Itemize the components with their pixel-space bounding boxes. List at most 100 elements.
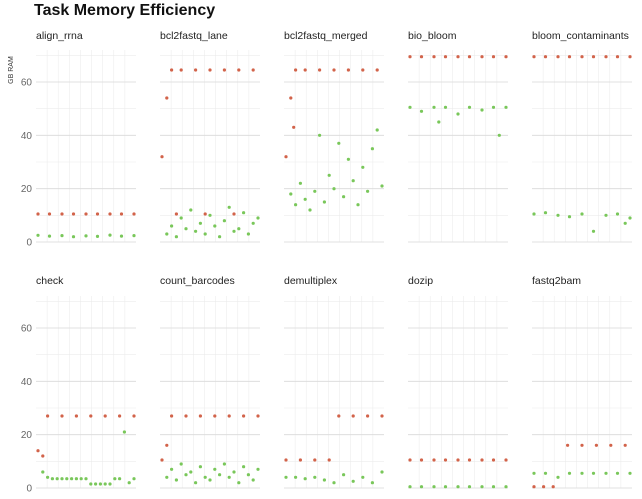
data-point-allocated [504, 55, 508, 59]
data-point-used [179, 216, 183, 220]
data-point-allocated [132, 212, 136, 216]
data-point-used [332, 481, 336, 485]
facet-panel-demultiplex: demultiplex [284, 275, 384, 489]
data-point-allocated [467, 458, 472, 462]
data-point-used [322, 200, 326, 204]
data-point-allocated [480, 55, 484, 59]
data-point-used [443, 105, 448, 109]
data-point-used [303, 477, 307, 481]
data-point-used [237, 227, 241, 231]
data-point-used [628, 471, 632, 475]
data-point-allocated [380, 414, 384, 418]
data-point-allocated [375, 68, 379, 72]
data-point-allocated [591, 55, 596, 59]
data-point-used [332, 187, 336, 191]
data-point-used [132, 477, 136, 481]
data-point-used [419, 109, 424, 113]
data-point-used [289, 192, 293, 196]
data-point-used [591, 471, 596, 475]
data-point-allocated [237, 68, 241, 72]
data-point-allocated [251, 68, 255, 72]
data-point-used [60, 477, 64, 481]
data-point-allocated [165, 443, 169, 447]
data-point-used [119, 234, 124, 238]
data-point-allocated [71, 212, 76, 216]
data-point-allocated [615, 55, 620, 59]
data-point-allocated [84, 212, 88, 216]
data-point-used [298, 181, 302, 185]
chart-title: Task Memory Efficiency [34, 2, 215, 19]
data-point-allocated [337, 414, 341, 418]
data-point-used [467, 105, 472, 109]
data-point-used [103, 482, 107, 486]
data-point-used [604, 471, 608, 475]
data-point-used [174, 235, 178, 239]
data-point-used [189, 470, 193, 474]
data-point-allocated [95, 212, 100, 216]
data-point-used [218, 473, 222, 477]
data-point-allocated [456, 55, 460, 59]
data-point-used [170, 467, 174, 471]
data-point-allocated [327, 458, 331, 462]
data-point-allocated [118, 414, 122, 418]
data-point-used [380, 184, 384, 188]
data-point-allocated [542, 485, 546, 489]
data-point-allocated [298, 458, 302, 462]
y-tick-label: 60 [21, 78, 33, 89]
data-point-allocated [160, 458, 164, 462]
data-point-used [65, 477, 69, 481]
data-point-used [591, 229, 596, 233]
data-point-used [432, 485, 436, 489]
data-point-used [408, 105, 412, 109]
data-point-used [480, 485, 484, 489]
data-point-allocated [480, 458, 484, 462]
facet-grid: align_rrna 0 20 40 60 bcl2fastq_lane bcl2fastq… [21, 30, 632, 495]
data-point-used [246, 232, 250, 236]
data-point-used [480, 108, 484, 112]
data-point-used [467, 485, 472, 489]
data-point-used [170, 224, 174, 228]
data-point-used [303, 197, 307, 201]
data-point-allocated [594, 443, 599, 447]
data-point-allocated [467, 55, 472, 59]
data-point-used [556, 475, 560, 479]
data-point-used [356, 203, 360, 207]
facet-panel-count_barcodes: count_barcodes [160, 275, 260, 489]
facet-label: fastq2bam [532, 275, 581, 287]
data-point-used [98, 482, 102, 486]
data-point-used [628, 216, 632, 220]
data-point-allocated [184, 414, 188, 418]
data-point-allocated [179, 68, 183, 72]
data-point-allocated [165, 96, 169, 100]
facet-label: count_barcodes [160, 275, 235, 287]
data-point-allocated [303, 68, 307, 72]
data-point-allocated [623, 443, 627, 447]
data-point-allocated [408, 55, 412, 59]
facet-panel-bcl2fastq_lane: bcl2fastq_lane [160, 30, 260, 243]
data-point-used [456, 112, 460, 116]
data-point-allocated [604, 55, 608, 59]
facet-panel-bcl2fastq_merged: bcl2fastq_merged [284, 30, 384, 243]
facet-label: bio_bloom [408, 30, 457, 42]
data-point-used [623, 221, 627, 225]
data-point-used [370, 147, 374, 151]
data-point-used [55, 477, 59, 481]
data-point-used [419, 485, 424, 489]
data-point-used [50, 477, 55, 481]
data-point-used [71, 235, 76, 239]
y-tick-label: 40 [21, 131, 33, 142]
data-point-used [567, 471, 572, 475]
data-point-allocated [36, 212, 40, 216]
data-point-used [118, 477, 122, 481]
data-point-allocated [256, 414, 260, 418]
data-point-used [313, 475, 317, 479]
data-point-used [194, 481, 198, 485]
data-point-allocated [491, 55, 496, 59]
data-point-used [47, 234, 52, 238]
data-point-used [580, 212, 584, 216]
data-point-used [251, 478, 255, 482]
data-point-used [604, 213, 608, 217]
data-point-allocated [208, 68, 212, 72]
data-point-used [380, 470, 384, 474]
